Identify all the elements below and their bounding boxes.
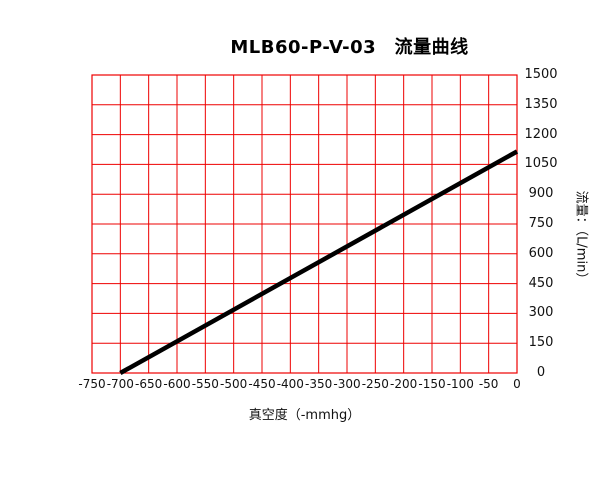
chart-title: MLB60-P-V-03 流量曲线	[230, 37, 469, 58]
x-tick-label: -250	[361, 377, 389, 391]
x-tick-label: -550	[191, 377, 219, 391]
y-tick-label: 1350	[524, 96, 558, 112]
y-tick-label: 450	[528, 275, 554, 291]
x-tick-label: -350	[305, 377, 333, 391]
x-tick-label: -450	[248, 377, 276, 391]
y-tick-label: 750	[528, 216, 554, 231]
y-tick-label: 900	[528, 186, 554, 202]
y-tick-label: 1200	[524, 126, 558, 142]
x-axis-title: 真空度（-mmhg）	[248, 408, 361, 423]
y-tick-label: 1050	[524, 156, 558, 172]
x-tick-label: -50	[478, 377, 499, 391]
y-tick-label: 150	[528, 335, 554, 351]
x-tick-label: -150	[418, 377, 446, 391]
y-axis-tick-labels: 0 150 300 450 600 750 900 1050 1200 1350 1500	[522, 0, 560, 483]
x-tick-label: -500	[220, 377, 248, 391]
x-tick-label: 0	[513, 377, 521, 391]
x-axis-tick-labels: -750 -700 -650 -600 -550 -500 -450 -400 -350 -300…	[0, 377, 607, 393]
x-tick-label: -750	[78, 377, 106, 391]
x-tick-label: -700	[106, 377, 134, 391]
y-tick-label: 600	[528, 245, 554, 261]
x-tick-label: -650	[135, 377, 163, 391]
y-tick-label: 0	[536, 365, 546, 380]
y-tick-label: 300	[528, 305, 554, 321]
y-tick-label: 1500	[524, 67, 558, 82]
plot-border	[91, 74, 518, 374]
flow-curve-line	[119, 149, 519, 375]
x-tick-label: -400	[276, 377, 304, 391]
x-tick-label: -300	[333, 377, 361, 391]
y-axis-title: 流量：（L/min）	[573, 190, 589, 286]
x-tick-label: -600	[163, 377, 191, 391]
x-tick-label: -100	[446, 377, 474, 391]
x-tick-label: -200	[390, 377, 418, 391]
